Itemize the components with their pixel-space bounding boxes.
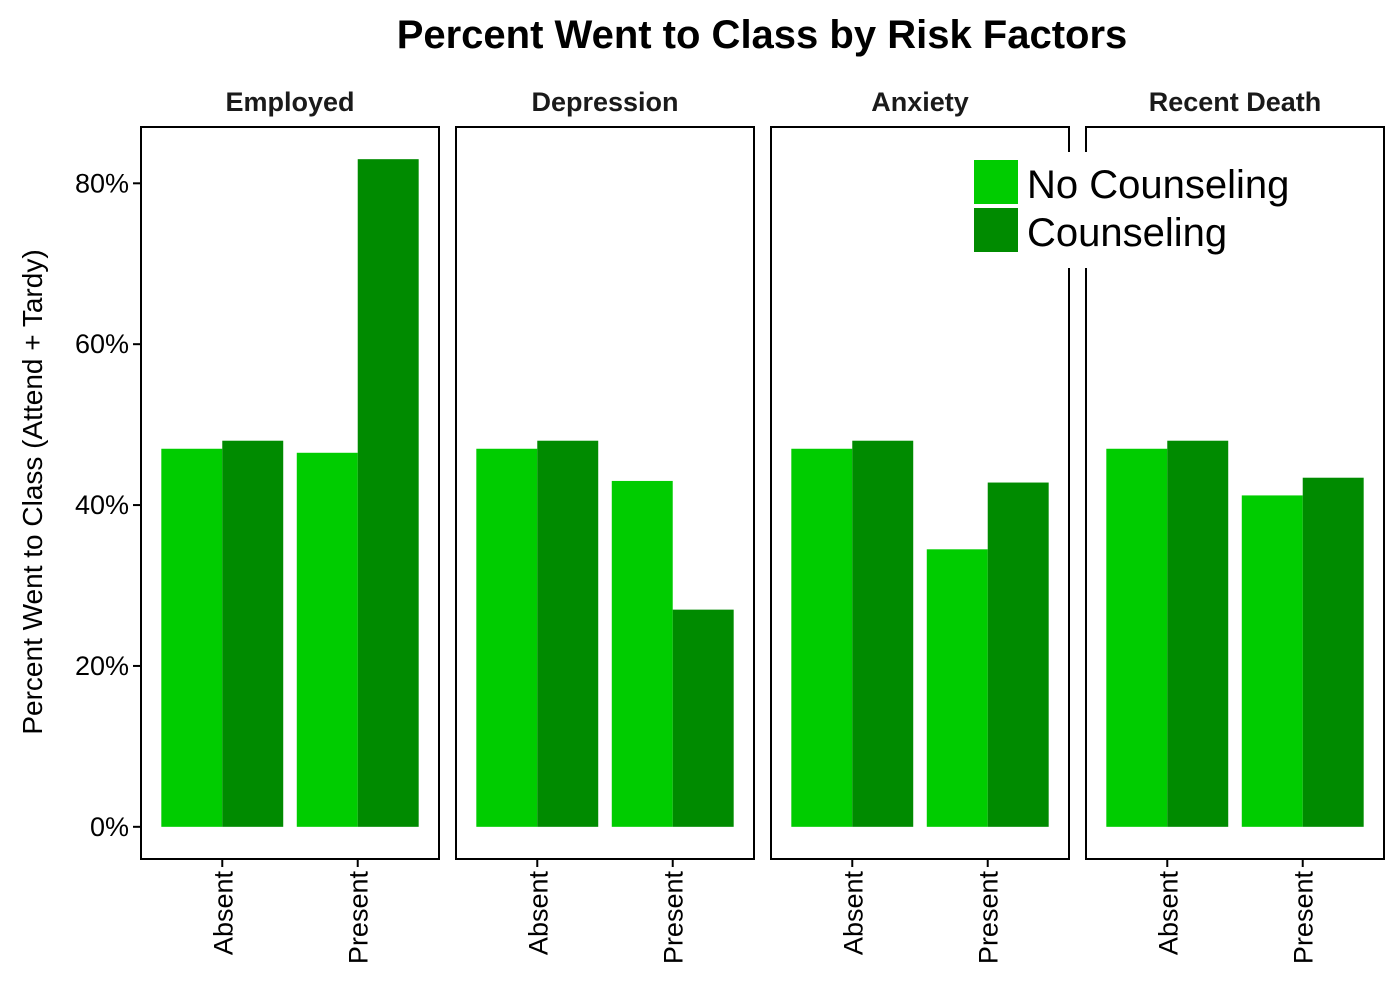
x-tick-label: Present <box>344 871 374 965</box>
bar-absent-counseling <box>537 440 599 827</box>
bar-present-counseling <box>357 159 419 827</box>
x-tick-label: Absent <box>838 871 868 956</box>
legend-key-counseling <box>974 208 1018 252</box>
bar-present-counseling <box>672 609 734 827</box>
bar-absent-no-counseling <box>1106 448 1168 827</box>
bar-absent-counseling <box>1167 440 1229 827</box>
panel-anxiety: Anxiety Absent Present <box>770 87 1070 965</box>
x-tick-label: Present <box>1289 871 1319 965</box>
panel-border <box>770 126 1070 860</box>
bar-absent-no-counseling <box>791 448 853 827</box>
y-axis-label: Percent Went to Class (Attend + Tardy) <box>17 249 48 734</box>
x-tick-label: Present <box>659 871 689 965</box>
facet-panels: Employed Absent Present Depression Absent Pre… <box>140 87 1385 965</box>
legend-background <box>965 152 1305 268</box>
legend-key-no-counseling <box>974 160 1018 204</box>
panel-border <box>1085 126 1385 860</box>
facet-label: Anxiety <box>871 87 969 117</box>
y-tick-label: 80% <box>75 168 129 198</box>
panel-employed: Employed Absent Present <box>140 87 440 965</box>
facet-label: Employed <box>225 87 354 117</box>
facet-label: Recent Death <box>1149 87 1322 117</box>
bar-present-no-counseling <box>611 480 673 827</box>
bar-absent-no-counseling <box>476 448 538 827</box>
y-tick-label: 60% <box>75 329 129 359</box>
x-tick-label: Absent <box>1153 871 1183 956</box>
x-tick-label: Present <box>974 871 1004 965</box>
panel-recent-death: Recent Death Absent Present <box>1085 87 1385 965</box>
y-axis: 0% 20% 40% 60% 80% <box>75 168 141 842</box>
panel-border <box>140 126 440 860</box>
legend-label-counseling: Counseling <box>1027 211 1227 255</box>
bar-present-counseling <box>987 482 1049 827</box>
bar-present-no-counseling <box>296 452 358 827</box>
chart-title: Percent Went to Class by Risk Factors <box>397 13 1128 57</box>
panel-border <box>455 126 755 860</box>
bar-absent-no-counseling <box>161 448 223 827</box>
y-tick-label: 40% <box>75 490 129 520</box>
bar-absent-counseling <box>222 440 284 827</box>
bar-present-counseling <box>1302 477 1364 827</box>
y-tick-label: 0% <box>90 812 129 842</box>
y-tick-label: 20% <box>75 651 129 681</box>
legend-label-no-counseling: No Counseling <box>1027 163 1289 207</box>
bar-present-no-counseling <box>1241 495 1303 827</box>
x-tick-label: Absent <box>208 871 238 956</box>
bar-absent-counseling <box>852 440 914 827</box>
x-tick-label: Absent <box>523 871 553 956</box>
panel-depression: Depression Absent Present <box>455 87 755 965</box>
bar-present-no-counseling <box>926 549 988 827</box>
facet-label: Depression <box>531 87 678 117</box>
